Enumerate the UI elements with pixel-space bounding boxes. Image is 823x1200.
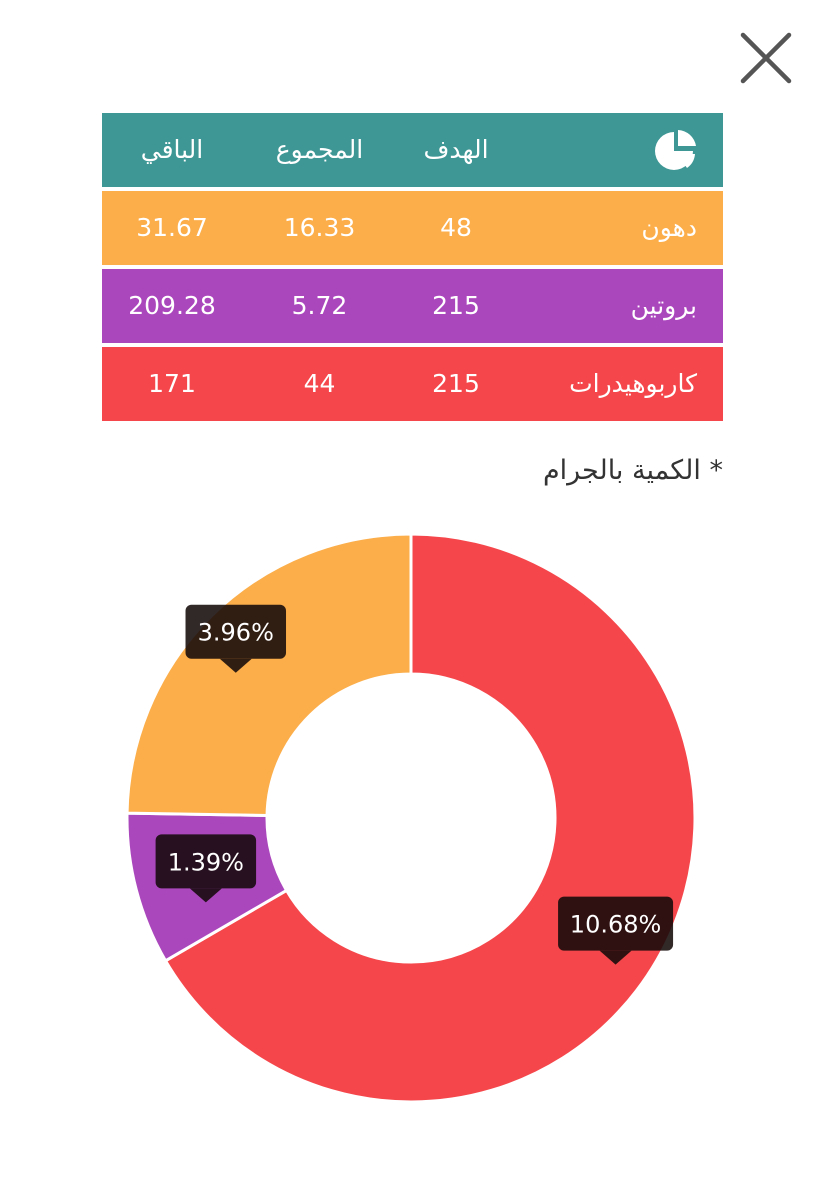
label-carbohydrates: 10.68% [558, 896, 674, 965]
cell-target: 215 [432, 369, 480, 398]
cell-total: 44 [303, 369, 336, 398]
unit-note: * الكمية بالجرام [542, 455, 723, 486]
cell-nutrient-name: كاربوهيدرات [569, 369, 697, 398]
close-icon [740, 32, 792, 84]
table-row-carbs: 171 44 215 كاربوهيدرات [102, 347, 723, 421]
percent-label-text: 1.39% [168, 848, 244, 876]
column-header-remaining: الباقي [140, 135, 204, 164]
table-header-row: الباقي المجموع الهدف [102, 113, 723, 187]
table-row-fat: 31.67 16.33 48 دهون [102, 191, 723, 265]
cell-nutrient-name: بروتين [630, 291, 697, 320]
column-header-target: الهدف [423, 135, 489, 164]
cell-total: 5.72 [291, 291, 348, 320]
cell-target: 215 [432, 291, 480, 320]
percent-label-text: 3.96% [198, 619, 274, 647]
percent-label-text: 10.68% [570, 911, 662, 939]
cell-target: 48 [440, 213, 472, 242]
close-button[interactable] [738, 30, 794, 86]
column-header-total: المجموع [275, 135, 364, 164]
slice-fat[interactable] [125, 532, 413, 818]
pie-chart-icon [653, 127, 701, 175]
label-protein: 1.39% [155, 834, 257, 903]
cell-remaining: 171 [148, 369, 196, 398]
cell-remaining: 31.67 [136, 213, 208, 242]
cell-remaining: 209.28 [128, 291, 216, 320]
slice-carbohydrates[interactable] [163, 532, 697, 1104]
label-fat: 3.96% [185, 604, 287, 673]
cell-total: 16.33 [283, 213, 356, 242]
macros-table: الباقي المجموع الهدف 31.67 16.33 48 دهون… [102, 113, 723, 425]
table-row-protein: 209.28 5.72 215 بروتين [102, 269, 723, 343]
cell-nutrient-name: دهون [641, 213, 697, 242]
